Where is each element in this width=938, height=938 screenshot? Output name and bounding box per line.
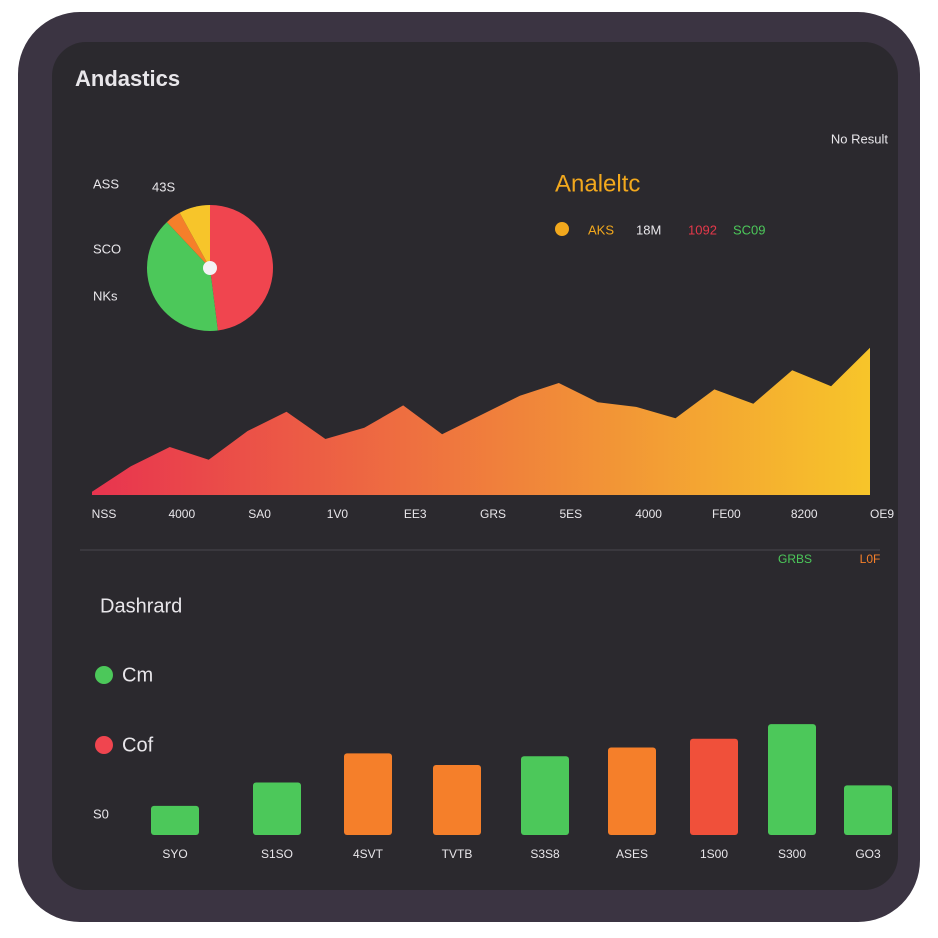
- x-tick-label: S300: [778, 847, 806, 861]
- pie-slice: [179, 205, 210, 268]
- status: No Result: [831, 131, 888, 146]
- bar: [151, 805, 199, 835]
- bar: [344, 753, 392, 835]
- x-tick-label: 1V0: [327, 507, 349, 521]
- bar: [844, 785, 892, 835]
- legend-dot: [95, 736, 113, 754]
- x-tick-label: NSS: [92, 507, 117, 521]
- x-tick-label: EE3: [404, 507, 427, 521]
- x-tick-label: OE9: [870, 507, 894, 521]
- x-tick-label: 4000: [168, 507, 195, 521]
- pie-label: NKs: [93, 288, 118, 303]
- legend-label: SC09: [733, 222, 766, 237]
- series-label: L0F: [860, 552, 881, 566]
- pie-label: ASS: [93, 176, 119, 191]
- x-tick-label: SA0: [248, 507, 271, 521]
- x-tick-label: S3S8: [530, 847, 560, 861]
- x-tick-label: GO3: [855, 847, 881, 861]
- area: [92, 347, 870, 495]
- bar: [608, 747, 656, 835]
- legend-label: Cof: [122, 734, 154, 756]
- area-title: Analeltc: [555, 170, 640, 197]
- y-tick-label: S0: [93, 806, 109, 821]
- pie-label: SCO: [93, 241, 121, 256]
- bar: [768, 724, 816, 835]
- legend-label: 1092: [688, 222, 717, 237]
- x-tick-label: S1SO: [261, 847, 293, 861]
- bar: [521, 756, 569, 835]
- x-tick-label: GRS: [480, 507, 506, 521]
- pie-slice: [210, 205, 274, 331]
- pie-slice: [146, 222, 218, 331]
- pie-center: [203, 261, 217, 275]
- x-tick-label: 4000: [635, 507, 662, 521]
- series-label: GRBS: [778, 552, 812, 566]
- legend-label: AKS: [588, 222, 614, 237]
- bar: [253, 782, 301, 835]
- legend-dot: [95, 666, 113, 684]
- legend-label: 18M: [636, 222, 661, 237]
- legend-dot: [555, 222, 569, 236]
- x-tick-label: 8200: [791, 507, 818, 521]
- bar: [433, 765, 481, 835]
- x-tick-label: 4SVT: [353, 847, 384, 861]
- pie-label: 43S: [152, 179, 175, 194]
- x-tick-label: TVTB: [442, 847, 473, 861]
- bar-title: Dashrard: [100, 595, 182, 617]
- x-tick-label: ASES: [616, 847, 648, 861]
- x-tick-label: SYO: [162, 847, 187, 861]
- legend-label: Cm: [122, 664, 153, 686]
- app-title: Andastics: [75, 66, 180, 91]
- bar: [690, 738, 738, 835]
- pie-slice: [166, 212, 210, 268]
- x-tick-label: 1S00: [700, 847, 728, 861]
- x-tick-label: 5ES: [559, 507, 582, 521]
- x-tick-label: FE00: [712, 507, 741, 521]
